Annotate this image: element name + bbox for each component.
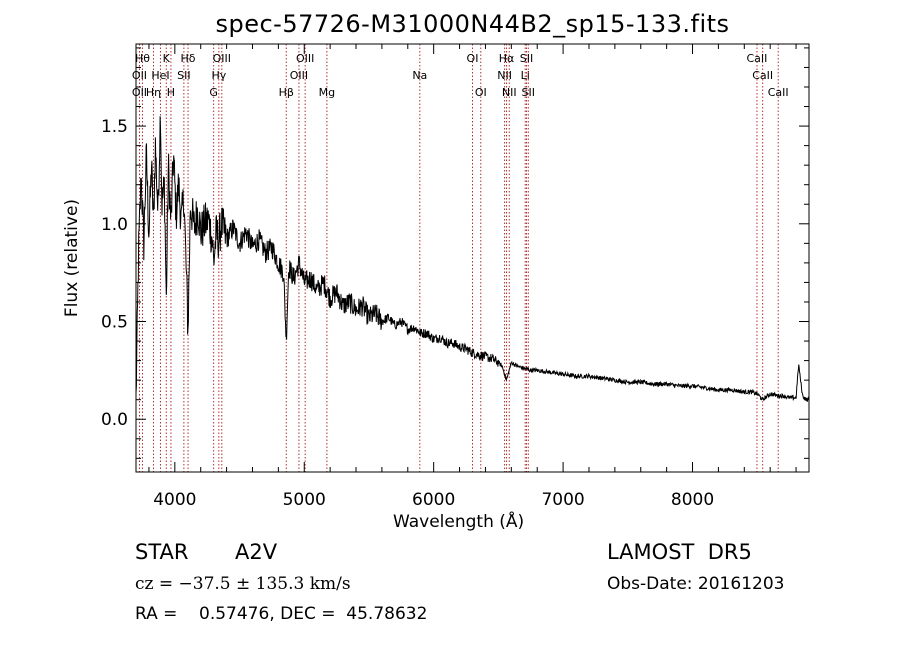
x-axis-label: Wavelength (Å) — [393, 512, 525, 532]
line-marker-label: SII — [522, 86, 535, 99]
axis-ticks — [136, 44, 809, 472]
line-marker-label: Hα — [499, 52, 515, 65]
line-marker-label: Hδ — [181, 52, 196, 65]
line-marker-label: SII — [177, 69, 190, 82]
line-marker-label: CaII — [768, 86, 789, 99]
object-class: STAR — [135, 540, 189, 564]
line-marker-label: Mg — [319, 86, 335, 99]
line-marker-label: Hβ — [279, 86, 294, 99]
line-marker-label: Li — [521, 69, 530, 82]
line-marker-label: OIII — [296, 52, 314, 65]
line-marker-label: G — [209, 86, 218, 99]
line-marker-label: Hη — [146, 86, 161, 99]
line-marker-label: OII — [132, 86, 147, 99]
y-tick-label: 0.0 — [101, 410, 128, 430]
y-axis-label: Flux (relative) — [62, 198, 82, 318]
line-marker-label: HeI — [151, 69, 169, 82]
line-marker-label: SII — [520, 52, 533, 65]
line-marker-label: CaII — [747, 52, 768, 65]
spectrum-line — [135, 116, 810, 402]
axis-tick-labels: 4000 5000 6000 7000 8000 0.0 0.5 1.0 1.5 — [101, 117, 714, 510]
x-tick-label: 8000 — [671, 490, 714, 510]
line-markers — [138, 44, 779, 472]
line-marker-label: OIII — [290, 69, 308, 82]
spectrum-curve — [135, 116, 810, 402]
x-tick-label: 7000 — [541, 490, 584, 510]
line-marker-label: Hγ — [211, 69, 226, 82]
line-marker-label: NII — [502, 86, 517, 99]
line-marker-label: OII — [132, 69, 147, 82]
line-marker-label: OI — [467, 52, 479, 65]
line-marker-label: NII — [497, 69, 512, 82]
y-tick-label: 1.5 — [101, 117, 128, 137]
subclass: A2V — [235, 540, 278, 564]
line-marker-label: K — [163, 52, 171, 65]
x-tick-label: 5000 — [283, 490, 326, 510]
line-marker-labels: HθOIIOIIHηHeIKHSIIHδGHγOIIIHβOIIIOIIIMgN… — [132, 52, 789, 99]
x-tick-label: 6000 — [412, 490, 455, 510]
line-marker-label: OI — [475, 86, 487, 99]
y-tick-label: 0.5 — [101, 313, 128, 333]
survey-name: LAMOST DR5 — [607, 540, 752, 564]
plot-frame — [135, 43, 810, 473]
line-marker-label: H — [167, 86, 175, 99]
line-marker-label: Na — [412, 69, 427, 82]
chart-title: spec-57726-M31000N44B2_sp15-133.fits — [215, 10, 730, 38]
line-marker-label: Hθ — [135, 52, 150, 65]
line-marker-label: OIII — [213, 52, 231, 65]
x-tick-label: 4000 — [153, 490, 196, 510]
y-tick-label: 1.0 — [101, 215, 128, 235]
obs-date: Obs-Date: 20161203 — [607, 574, 785, 594]
coordinates: RA = 0.57476, DEC = 45.78632 — [135, 604, 428, 624]
redshift-value: cz = −37.5 ± 135.3 km/s — [135, 574, 351, 594]
line-marker-label: CaII — [752, 69, 773, 82]
